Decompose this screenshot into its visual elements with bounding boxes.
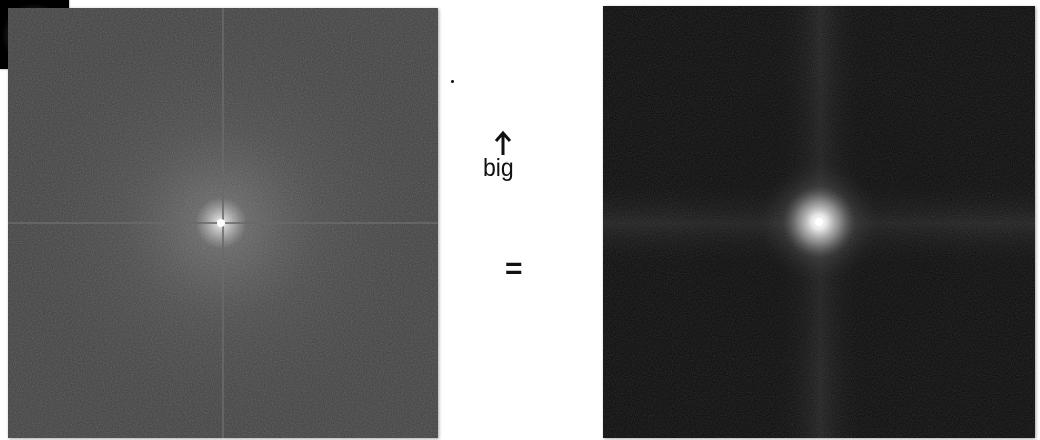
filter-label: big bbox=[483, 154, 514, 182]
input-spectrum-graphic bbox=[8, 8, 438, 438]
dc-peak bbox=[217, 219, 225, 227]
multiply-operator bbox=[451, 80, 454, 83]
filtered-spectrum-image bbox=[603, 6, 1035, 438]
equals-operator: = bbox=[505, 252, 523, 285]
arrow-up-icon bbox=[494, 130, 512, 161]
filtered-spectrum-graphic bbox=[603, 6, 1035, 438]
input-spectrum-image bbox=[8, 8, 438, 438]
dc-peak-filtered bbox=[815, 218, 823, 226]
